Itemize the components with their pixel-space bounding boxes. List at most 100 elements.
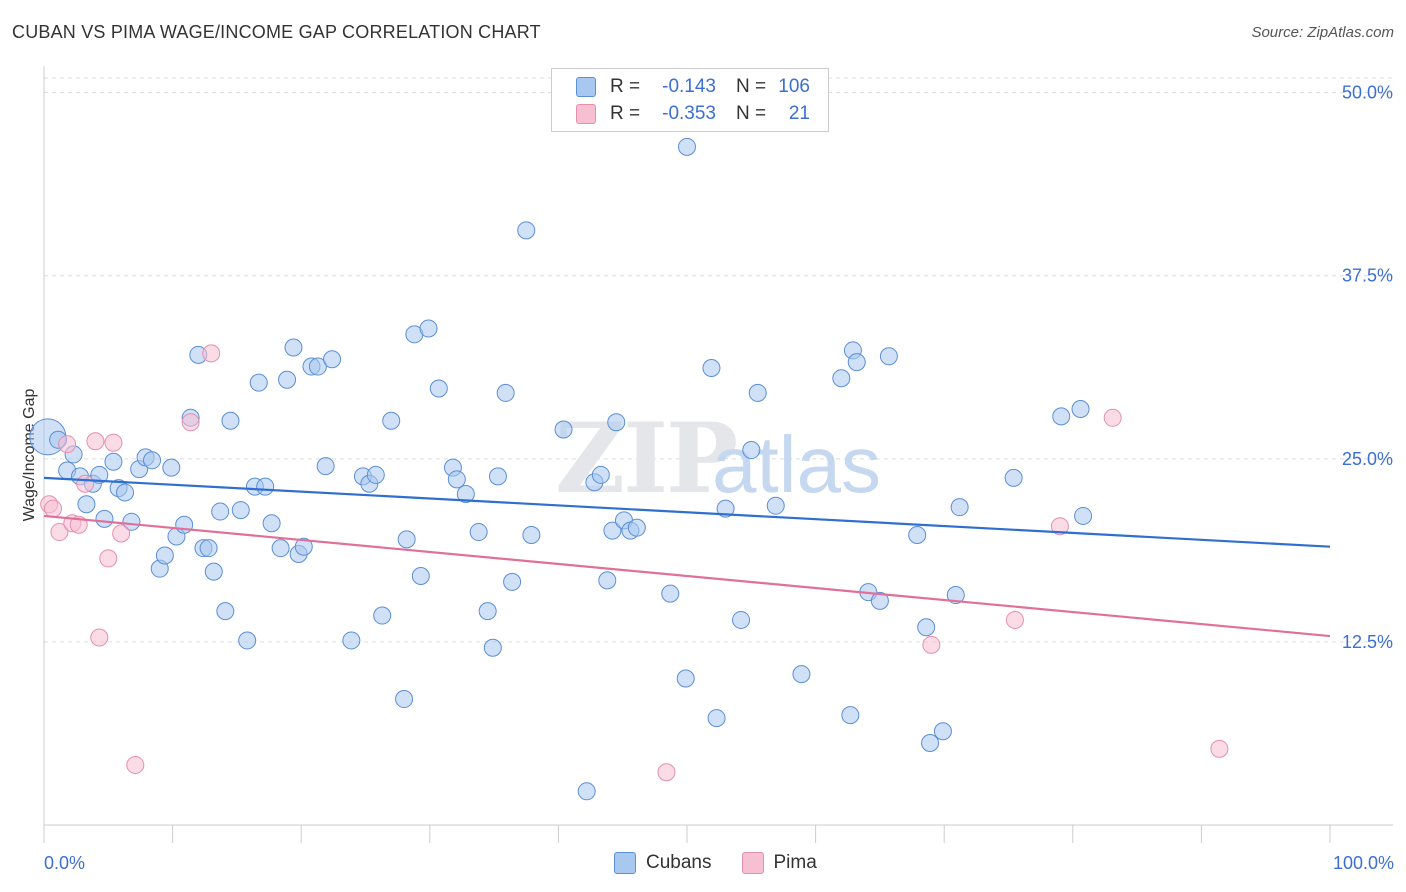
r-value: -0.143 [662, 76, 716, 97]
legend-item-pima[interactable]: Pima [741, 852, 817, 874]
r-label: R = [610, 103, 641, 124]
y-tick-label: 25.0% [1342, 449, 1393, 469]
point-cubans [1004, 468, 1023, 487]
point-cubans [262, 514, 281, 533]
stats-legend: R = -0.143 N = 106 R = -0.353 N = 21 [551, 68, 829, 132]
point-cubans [155, 546, 174, 565]
point-cubans [591, 465, 610, 484]
point-cubans [429, 379, 448, 398]
point-pima [181, 413, 200, 432]
point-cubans [766, 496, 785, 515]
point-cubans [284, 338, 303, 357]
point-cubans [847, 353, 866, 372]
point-cubans [933, 722, 952, 741]
y-tick-label: 12.5% [1342, 632, 1393, 652]
point-cubans [503, 572, 522, 591]
point-cubans [554, 420, 573, 439]
point-cubans [256, 477, 275, 496]
watermark: ZIP atlas [555, 402, 881, 515]
trend-line-cubans [43, 476, 1331, 548]
y-tick-label: 50.0% [1342, 83, 1393, 103]
point-cubans [90, 465, 109, 484]
point-cubans [342, 631, 361, 650]
point-cubans [271, 539, 290, 558]
point-pima [112, 524, 131, 543]
point-cubans [832, 369, 851, 388]
legend-row-pima: R = -0.353 N = 21 [576, 102, 810, 126]
gridlines [44, 77, 1393, 643]
n-value: 21 [788, 103, 810, 124]
point-pima [202, 344, 221, 363]
point-pima [58, 435, 77, 454]
y-tick-labels: 12.5% 25.0% 37.5% 50.0% [1342, 83, 1393, 652]
legend-row-cubans: R = -0.143 N = 106 [576, 75, 810, 99]
legend-swatch-cubans [614, 852, 636, 874]
trend-line-pima [43, 514, 1331, 638]
point-pima [1005, 610, 1024, 629]
point-cubans [316, 457, 335, 476]
point-cubans [216, 602, 235, 621]
point-cubans [946, 586, 965, 605]
point-cubans [950, 498, 969, 517]
point-cubans [517, 221, 536, 240]
point-pima [104, 433, 123, 452]
watermark-atlas: atlas [712, 420, 881, 509]
point-pima [1210, 739, 1229, 758]
x-tick-label-max: 100.0% [1332, 853, 1394, 873]
legend-label-pima: Pima [773, 852, 817, 873]
point-cubans [204, 562, 223, 581]
point-cubans [598, 571, 617, 590]
point-cubans [238, 631, 257, 650]
n-label: N = [736, 76, 767, 97]
point-cubans [162, 458, 181, 477]
point-pima [50, 523, 69, 542]
point-cubans [294, 537, 313, 556]
point-cubans [732, 610, 751, 629]
point-cubans [483, 638, 502, 657]
point-cubans [742, 441, 761, 460]
point-cubans [199, 539, 218, 558]
chart-title: CUBAN VS PIMA WAGE/INCOME GAP CORRELATIO… [12, 22, 541, 42]
point-pima [76, 474, 95, 493]
point-cubans [707, 709, 726, 728]
point-cubans [1074, 506, 1093, 525]
point-cubans [1052, 407, 1071, 426]
point-cubans [716, 499, 735, 518]
point-cubans [748, 383, 767, 402]
point-cubans [678, 137, 696, 156]
point-cubans [1071, 400, 1090, 419]
point-pima [657, 763, 676, 782]
y-tick-label: 37.5% [1342, 266, 1393, 286]
point-cubans [77, 495, 96, 514]
point-cubans [522, 525, 541, 544]
point-pima [99, 549, 118, 568]
point-cubans [456, 484, 475, 503]
point-cubans [921, 733, 940, 752]
point-cubans [603, 521, 622, 540]
n-value: 106 [778, 76, 810, 97]
point-pima [1103, 408, 1122, 427]
point-cubans [917, 618, 936, 637]
point-pima [126, 755, 145, 774]
legend-swatch-cubans [576, 77, 596, 97]
point-cubans [419, 319, 438, 338]
point-cubans [488, 467, 507, 486]
point-cubans [366, 465, 385, 484]
point-pima [922, 635, 941, 654]
point-cubans [879, 347, 898, 366]
point-pima [86, 432, 105, 451]
point-cubans [469, 523, 488, 542]
legend-item-cubans[interactable]: Cubans [614, 852, 712, 874]
point-cubans [278, 370, 297, 389]
r-value: -0.353 [662, 103, 716, 124]
point-cubans [496, 383, 515, 402]
point-pima [90, 628, 109, 647]
legend-swatch-pima [741, 852, 764, 874]
point-cubans [323, 350, 342, 369]
point-cubans [231, 501, 250, 520]
point-cubans [577, 782, 596, 801]
point-cubans [395, 690, 414, 709]
point-pima [44, 499, 63, 518]
legend-swatch-pima [576, 104, 596, 124]
